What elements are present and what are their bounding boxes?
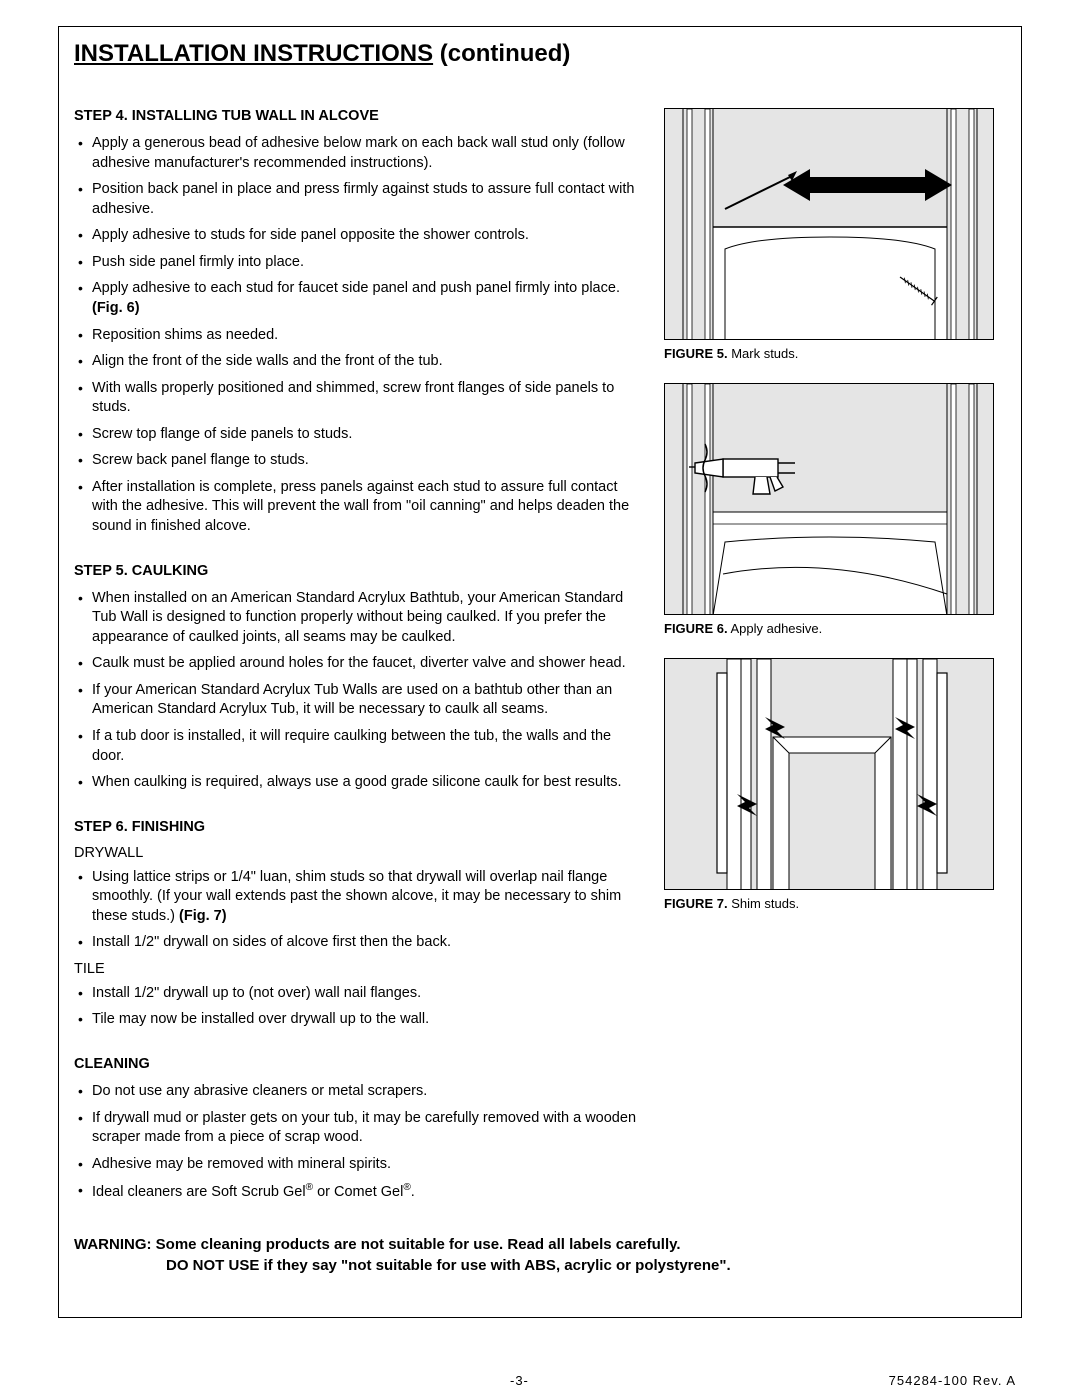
right-column: FIGURE 5. Mark studs. bbox=[664, 108, 994, 1229]
list-item: Position back panel in place and press f… bbox=[74, 180, 640, 219]
list-item: Reposition shims as needed. bbox=[74, 326, 640, 346]
list-item: Install 1/2" drywall up to (not over) wa… bbox=[74, 984, 640, 1004]
warning-block: WARNING: Some cleaning products are not … bbox=[74, 1234, 994, 1276]
list-item: Adhesive may be removed with mineral spi… bbox=[74, 1155, 640, 1175]
list-item: When caulking is required, always use a … bbox=[74, 773, 640, 793]
list-item: With walls properly positioned and shimm… bbox=[74, 379, 640, 418]
drywall-list: Using lattice strips or 1/4" luan, shim … bbox=[74, 868, 640, 953]
list-item: After installation is complete, press pa… bbox=[74, 478, 640, 537]
drywall-label: DRYWALL bbox=[74, 845, 640, 861]
list-item: Ideal cleaners are Soft Scrub Gel® or Co… bbox=[74, 1181, 640, 1202]
page-title: INSTALLATION INSTRUCTIONS bbox=[74, 40, 433, 67]
tile-label: TILE bbox=[74, 961, 640, 977]
page-title-suffix: (continued) bbox=[433, 40, 570, 67]
page-content: INSTALLATION INSTRUCTIONS (continued) ST… bbox=[74, 40, 1008, 1229]
list-item: If your American Standard Acrylux Tub Wa… bbox=[74, 681, 640, 720]
list-item: Using lattice strips or 1/4" luan, shim … bbox=[74, 868, 640, 927]
list-item: Screw top flange of side panels to studs… bbox=[74, 425, 640, 445]
list-item: Apply adhesive to each stud for faucet s… bbox=[74, 279, 640, 318]
figure-6-image bbox=[664, 383, 994, 615]
list-item: Screw back panel flange to studs. bbox=[74, 451, 640, 471]
figure-5-caption: FIGURE 5. Mark studs. bbox=[664, 346, 994, 361]
page-number: -3- bbox=[510, 1373, 529, 1388]
doc-revision: 754284-100 Rev. A bbox=[889, 1373, 1016, 1388]
step6-heading: STEP 6. FINISHING bbox=[74, 819, 640, 835]
figure-7: FIGURE 7. Shim studs. bbox=[664, 658, 994, 911]
cleaning-heading: CLEANING bbox=[74, 1056, 640, 1072]
warning-line2: DO NOT USE if they say "not suitable for… bbox=[74, 1255, 994, 1276]
list-item: Install 1/2" drywall on sides of alcove … bbox=[74, 933, 640, 953]
step5-heading: STEP 5. CAULKING bbox=[74, 563, 640, 579]
figure-6-caption: FIGURE 6. Apply adhesive. bbox=[664, 621, 994, 636]
figure-6: FIGURE 6. Apply adhesive. bbox=[664, 383, 994, 636]
figure-5-image bbox=[664, 108, 994, 340]
list-item: Caulk must be applied around holes for t… bbox=[74, 654, 640, 674]
list-item: Apply adhesive to studs for side panel o… bbox=[74, 226, 640, 246]
list-item: When installed on an American Standard A… bbox=[74, 589, 640, 648]
list-item: Tile may now be installed over drywall u… bbox=[74, 1010, 640, 1030]
list-item: Do not use any abrasive cleaners or meta… bbox=[74, 1082, 640, 1102]
list-item: Align the front of the side walls and th… bbox=[74, 352, 640, 372]
figure-5: FIGURE 5. Mark studs. bbox=[664, 108, 994, 361]
figure-7-image bbox=[664, 658, 994, 890]
tile-list: Install 1/2" drywall up to (not over) wa… bbox=[74, 984, 640, 1030]
list-item: If a tub door is installed, it will requ… bbox=[74, 727, 640, 766]
step4-heading: STEP 4. INSTALLING TUB WALL IN ALCOVE bbox=[74, 108, 640, 124]
step5-list: When installed on an American Standard A… bbox=[74, 589, 640, 793]
warning-line1: WARNING: Some cleaning products are not … bbox=[74, 1234, 994, 1255]
list-item: If drywall mud or plaster gets on your t… bbox=[74, 1109, 640, 1148]
figure-7-caption: FIGURE 7. Shim studs. bbox=[664, 896, 994, 911]
left-column: STEP 4. INSTALLING TUB WALL IN ALCOVE Ap… bbox=[74, 108, 664, 1229]
list-item: Apply a generous bead of adhesive below … bbox=[74, 134, 640, 173]
cleaning-list: Do not use any abrasive cleaners or meta… bbox=[74, 1082, 640, 1203]
list-item: Push side panel firmly into place. bbox=[74, 253, 640, 273]
step4-list: Apply a generous bead of adhesive below … bbox=[74, 134, 640, 537]
